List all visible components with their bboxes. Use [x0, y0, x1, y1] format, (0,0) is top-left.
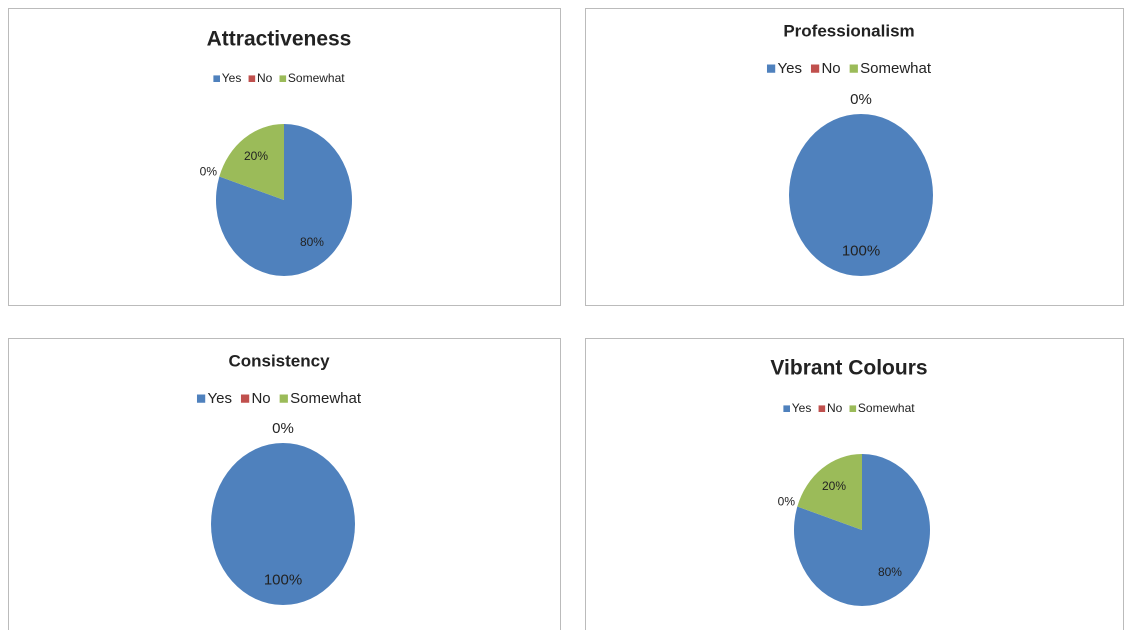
chart-panel: Consistency Yes No Somewhat 100% 0% [8, 338, 561, 630]
chart-panel: Attractiveness Yes No Somewhat 80% 0% 20% [8, 8, 561, 306]
pie-slice [794, 453, 931, 606]
legend-label: Yes [792, 401, 812, 415]
legend-label: Yes [777, 60, 801, 77]
legend-swatch [213, 75, 220, 82]
pie-slice [789, 114, 933, 276]
chart-title: Professionalism [783, 21, 914, 40]
data-label: 0% [200, 165, 218, 179]
legend-swatch [849, 64, 858, 73]
legend: Yes No Somewhat [196, 390, 362, 407]
chart-title: Attractiveness [207, 28, 352, 51]
legend-label: No [257, 71, 273, 85]
legend-label: Yes [222, 71, 242, 85]
chart-panel: Vibrant Colours Yes No Somewhat 80% 0% 20% [585, 338, 1124, 630]
data-label: 80% [300, 235, 324, 249]
chart-panel: Professionalism Yes No Somewhat 100% 0% [585, 8, 1124, 306]
legend-label: Somewhat [858, 401, 915, 415]
pie-slice [219, 124, 284, 200]
legend-label: Somewhat [860, 60, 932, 77]
data-label: 20% [822, 479, 846, 493]
legend-label: Somewhat [290, 390, 362, 407]
legend-swatch [248, 75, 256, 82]
data-label: 0% [272, 420, 294, 437]
legend: Yes No Somewhat [213, 71, 345, 85]
legend-label: No [251, 390, 270, 407]
data-label: 100% [264, 572, 302, 589]
data-label: 100% [842, 243, 880, 260]
legend-swatch [240, 394, 250, 403]
legend-swatch [279, 394, 288, 403]
legend-swatch [766, 64, 776, 73]
legend-swatch [810, 64, 820, 73]
legend-swatch [783, 405, 790, 412]
chart-title: Consistency [228, 351, 330, 370]
data-label: 20% [244, 149, 268, 163]
chart-title: Vibrant Colours [770, 357, 927, 380]
legend-label: Yes [207, 390, 231, 407]
legend-swatch [196, 394, 206, 403]
pie-slice [211, 443, 355, 605]
data-label: 80% [878, 565, 902, 579]
legend: Yes No Somewhat [766, 60, 932, 77]
data-label: 0% [778, 495, 796, 509]
legend-swatch [849, 405, 857, 412]
legend-label: Somewhat [288, 71, 345, 85]
legend-swatch [279, 75, 287, 82]
legend-label: No [821, 60, 840, 77]
legend-label: No [827, 401, 843, 415]
pie-slice [797, 454, 862, 530]
data-label: 0% [850, 91, 872, 108]
legend-swatch [818, 405, 826, 412]
legend: Yes No Somewhat [783, 401, 915, 415]
